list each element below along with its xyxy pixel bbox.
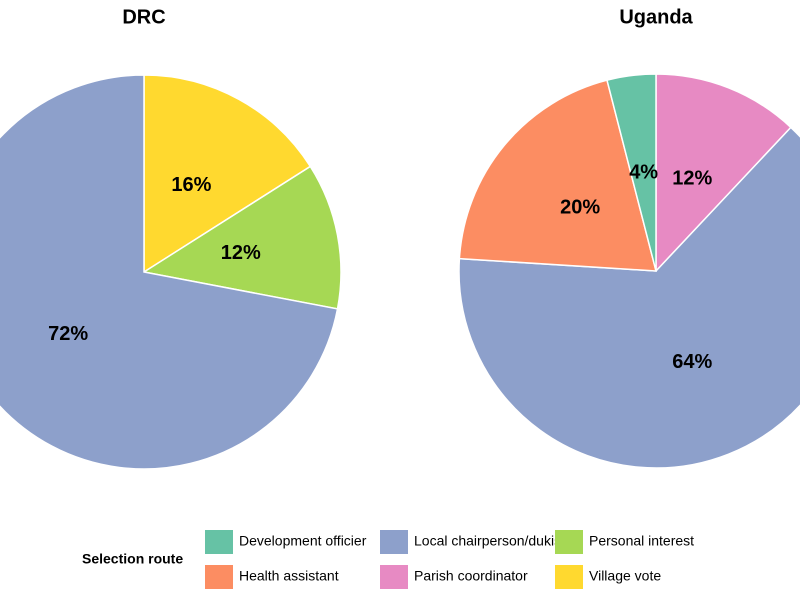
pie-slice (143, 74, 312, 274)
legend-key (555, 565, 583, 589)
legend-key (205, 530, 233, 554)
pie-slice (655, 73, 792, 273)
pie-title: Uganda (619, 6, 693, 28)
pie-slice (606, 73, 657, 272)
slice-label: 72% (48, 323, 88, 345)
pie-title: DRC (122, 6, 165, 28)
legend-key (555, 530, 583, 554)
legend-key (205, 565, 233, 589)
slice-label: 16% (171, 174, 211, 196)
slice-label: 64% (672, 351, 712, 373)
legend-key (380, 565, 408, 589)
legend-label: Parish coordinator (414, 568, 528, 584)
pie-slice (458, 126, 800, 469)
legend-label: Personal interest (589, 533, 694, 549)
legend-label: Development officier (239, 533, 367, 549)
legend-label: Village vote (589, 568, 661, 584)
pie-slice (141, 165, 342, 310)
pie-slice (458, 79, 657, 272)
pie-slice (0, 74, 339, 470)
slice-label: 12% (672, 168, 712, 190)
legend-label: Local chairperson/dukis (414, 533, 561, 549)
slice-label: 4% (629, 162, 658, 184)
legend-label: Health assistant (239, 568, 339, 584)
legend-key (380, 530, 408, 554)
legend-title: Selection route (82, 551, 183, 567)
slice-label: 20% (560, 196, 600, 218)
slice-label: 12% (221, 242, 261, 264)
